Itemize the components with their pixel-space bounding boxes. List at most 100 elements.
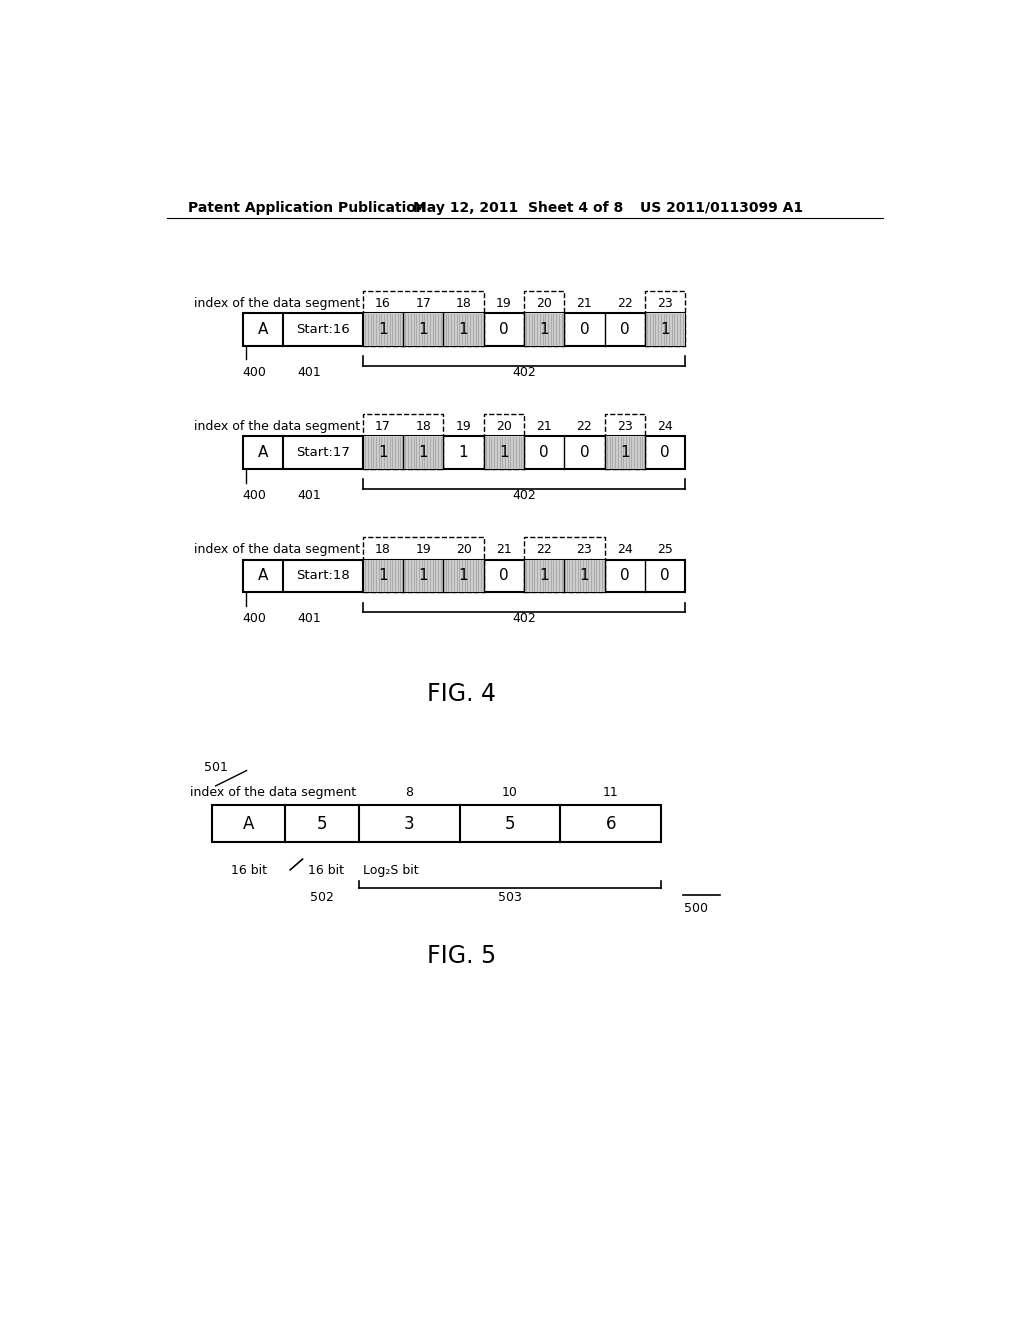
Text: 22: 22 bbox=[537, 543, 552, 556]
Text: 18: 18 bbox=[456, 297, 471, 310]
Text: FIG. 4: FIG. 4 bbox=[427, 682, 496, 706]
Text: 401: 401 bbox=[297, 612, 321, 624]
Text: 402: 402 bbox=[512, 488, 536, 502]
Text: 1: 1 bbox=[580, 568, 589, 583]
Text: 402: 402 bbox=[512, 366, 536, 379]
Text: 1: 1 bbox=[419, 568, 428, 583]
Text: 0: 0 bbox=[499, 322, 509, 337]
Text: 402: 402 bbox=[512, 612, 536, 624]
Text: 25: 25 bbox=[657, 543, 673, 556]
Text: FIG. 5: FIG. 5 bbox=[427, 944, 496, 968]
Text: 0: 0 bbox=[620, 322, 630, 337]
Bar bbox=[645, 313, 685, 346]
Text: 21: 21 bbox=[577, 297, 592, 310]
Text: 17: 17 bbox=[375, 420, 391, 433]
Text: 1: 1 bbox=[620, 445, 630, 461]
Text: 20: 20 bbox=[456, 543, 471, 556]
Text: 16 bit: 16 bit bbox=[308, 863, 344, 876]
Text: 0: 0 bbox=[660, 445, 670, 461]
Text: May 12, 2011  Sheet 4 of 8: May 12, 2011 Sheet 4 of 8 bbox=[414, 201, 624, 215]
Bar bbox=[483, 414, 524, 469]
Text: 0: 0 bbox=[660, 568, 670, 583]
Bar bbox=[403, 313, 443, 346]
Text: 10: 10 bbox=[502, 787, 518, 800]
Bar bbox=[243, 313, 685, 346]
Text: 23: 23 bbox=[616, 420, 633, 433]
Bar bbox=[524, 313, 564, 346]
Text: 0: 0 bbox=[580, 445, 589, 461]
Bar bbox=[443, 313, 483, 346]
Text: 1: 1 bbox=[660, 322, 670, 337]
Text: 19: 19 bbox=[416, 543, 431, 556]
Bar bbox=[604, 437, 645, 469]
Text: 22: 22 bbox=[616, 297, 633, 310]
Text: 501: 501 bbox=[204, 760, 227, 774]
Text: 401: 401 bbox=[297, 488, 321, 502]
Text: 1: 1 bbox=[378, 568, 388, 583]
Bar bbox=[483, 437, 524, 469]
Bar bbox=[362, 313, 403, 346]
Text: index of the data segment: index of the data segment bbox=[194, 420, 359, 433]
Text: 1: 1 bbox=[459, 322, 468, 337]
Bar bbox=[212, 805, 662, 842]
Text: 1: 1 bbox=[540, 568, 549, 583]
Text: 0: 0 bbox=[580, 322, 589, 337]
Text: 1: 1 bbox=[540, 322, 549, 337]
Bar bbox=[362, 537, 483, 591]
Text: 18: 18 bbox=[416, 420, 431, 433]
Text: index of the data segment: index of the data segment bbox=[189, 787, 356, 800]
Bar bbox=[524, 560, 564, 591]
Text: 5: 5 bbox=[316, 814, 328, 833]
Text: index of the data segment: index of the data segment bbox=[194, 543, 359, 556]
Text: 1: 1 bbox=[499, 445, 509, 461]
Text: 1: 1 bbox=[419, 322, 428, 337]
Text: 21: 21 bbox=[537, 420, 552, 433]
Text: US 2011/0113099 A1: US 2011/0113099 A1 bbox=[640, 201, 803, 215]
Text: 1: 1 bbox=[378, 322, 388, 337]
Text: 0: 0 bbox=[620, 568, 630, 583]
Text: 0: 0 bbox=[499, 568, 509, 583]
Bar bbox=[243, 437, 685, 469]
Text: Patent Application Publication: Patent Application Publication bbox=[188, 201, 426, 215]
Text: 19: 19 bbox=[496, 297, 512, 310]
Bar bbox=[524, 290, 564, 346]
Text: 1: 1 bbox=[459, 568, 468, 583]
Text: 1: 1 bbox=[419, 445, 428, 461]
Text: 502: 502 bbox=[310, 891, 334, 904]
Text: 19: 19 bbox=[456, 420, 471, 433]
Text: 11: 11 bbox=[603, 787, 618, 800]
Text: 18: 18 bbox=[375, 543, 391, 556]
Text: index of the data segment: index of the data segment bbox=[194, 297, 359, 310]
Text: 400: 400 bbox=[243, 612, 266, 624]
Text: 20: 20 bbox=[496, 420, 512, 433]
Bar bbox=[645, 290, 685, 346]
Text: Log₂S bit: Log₂S bit bbox=[362, 863, 419, 876]
Text: 23: 23 bbox=[657, 297, 673, 310]
Bar bbox=[362, 437, 403, 469]
Text: 5: 5 bbox=[505, 814, 515, 833]
Text: Start:17: Start:17 bbox=[296, 446, 350, 459]
Text: 23: 23 bbox=[577, 543, 592, 556]
Text: 0: 0 bbox=[540, 445, 549, 461]
Bar bbox=[524, 537, 604, 591]
Text: 6: 6 bbox=[605, 814, 616, 833]
Text: 400: 400 bbox=[243, 488, 266, 502]
Text: 17: 17 bbox=[416, 297, 431, 310]
Text: 1: 1 bbox=[459, 445, 468, 461]
Text: A: A bbox=[243, 814, 254, 833]
Text: 24: 24 bbox=[657, 420, 673, 433]
Text: 401: 401 bbox=[297, 366, 321, 379]
Text: A: A bbox=[258, 445, 268, 461]
Text: 20: 20 bbox=[537, 297, 552, 310]
Text: 500: 500 bbox=[684, 903, 709, 915]
Text: 16: 16 bbox=[375, 297, 391, 310]
Text: 3: 3 bbox=[404, 814, 415, 833]
Text: 8: 8 bbox=[406, 787, 414, 800]
Text: 16 bit: 16 bit bbox=[230, 863, 266, 876]
Text: 22: 22 bbox=[577, 420, 592, 433]
Bar bbox=[362, 290, 483, 346]
Text: 21: 21 bbox=[496, 543, 512, 556]
Bar bbox=[403, 560, 443, 591]
Text: A: A bbox=[258, 322, 268, 337]
Text: 1: 1 bbox=[378, 445, 388, 461]
